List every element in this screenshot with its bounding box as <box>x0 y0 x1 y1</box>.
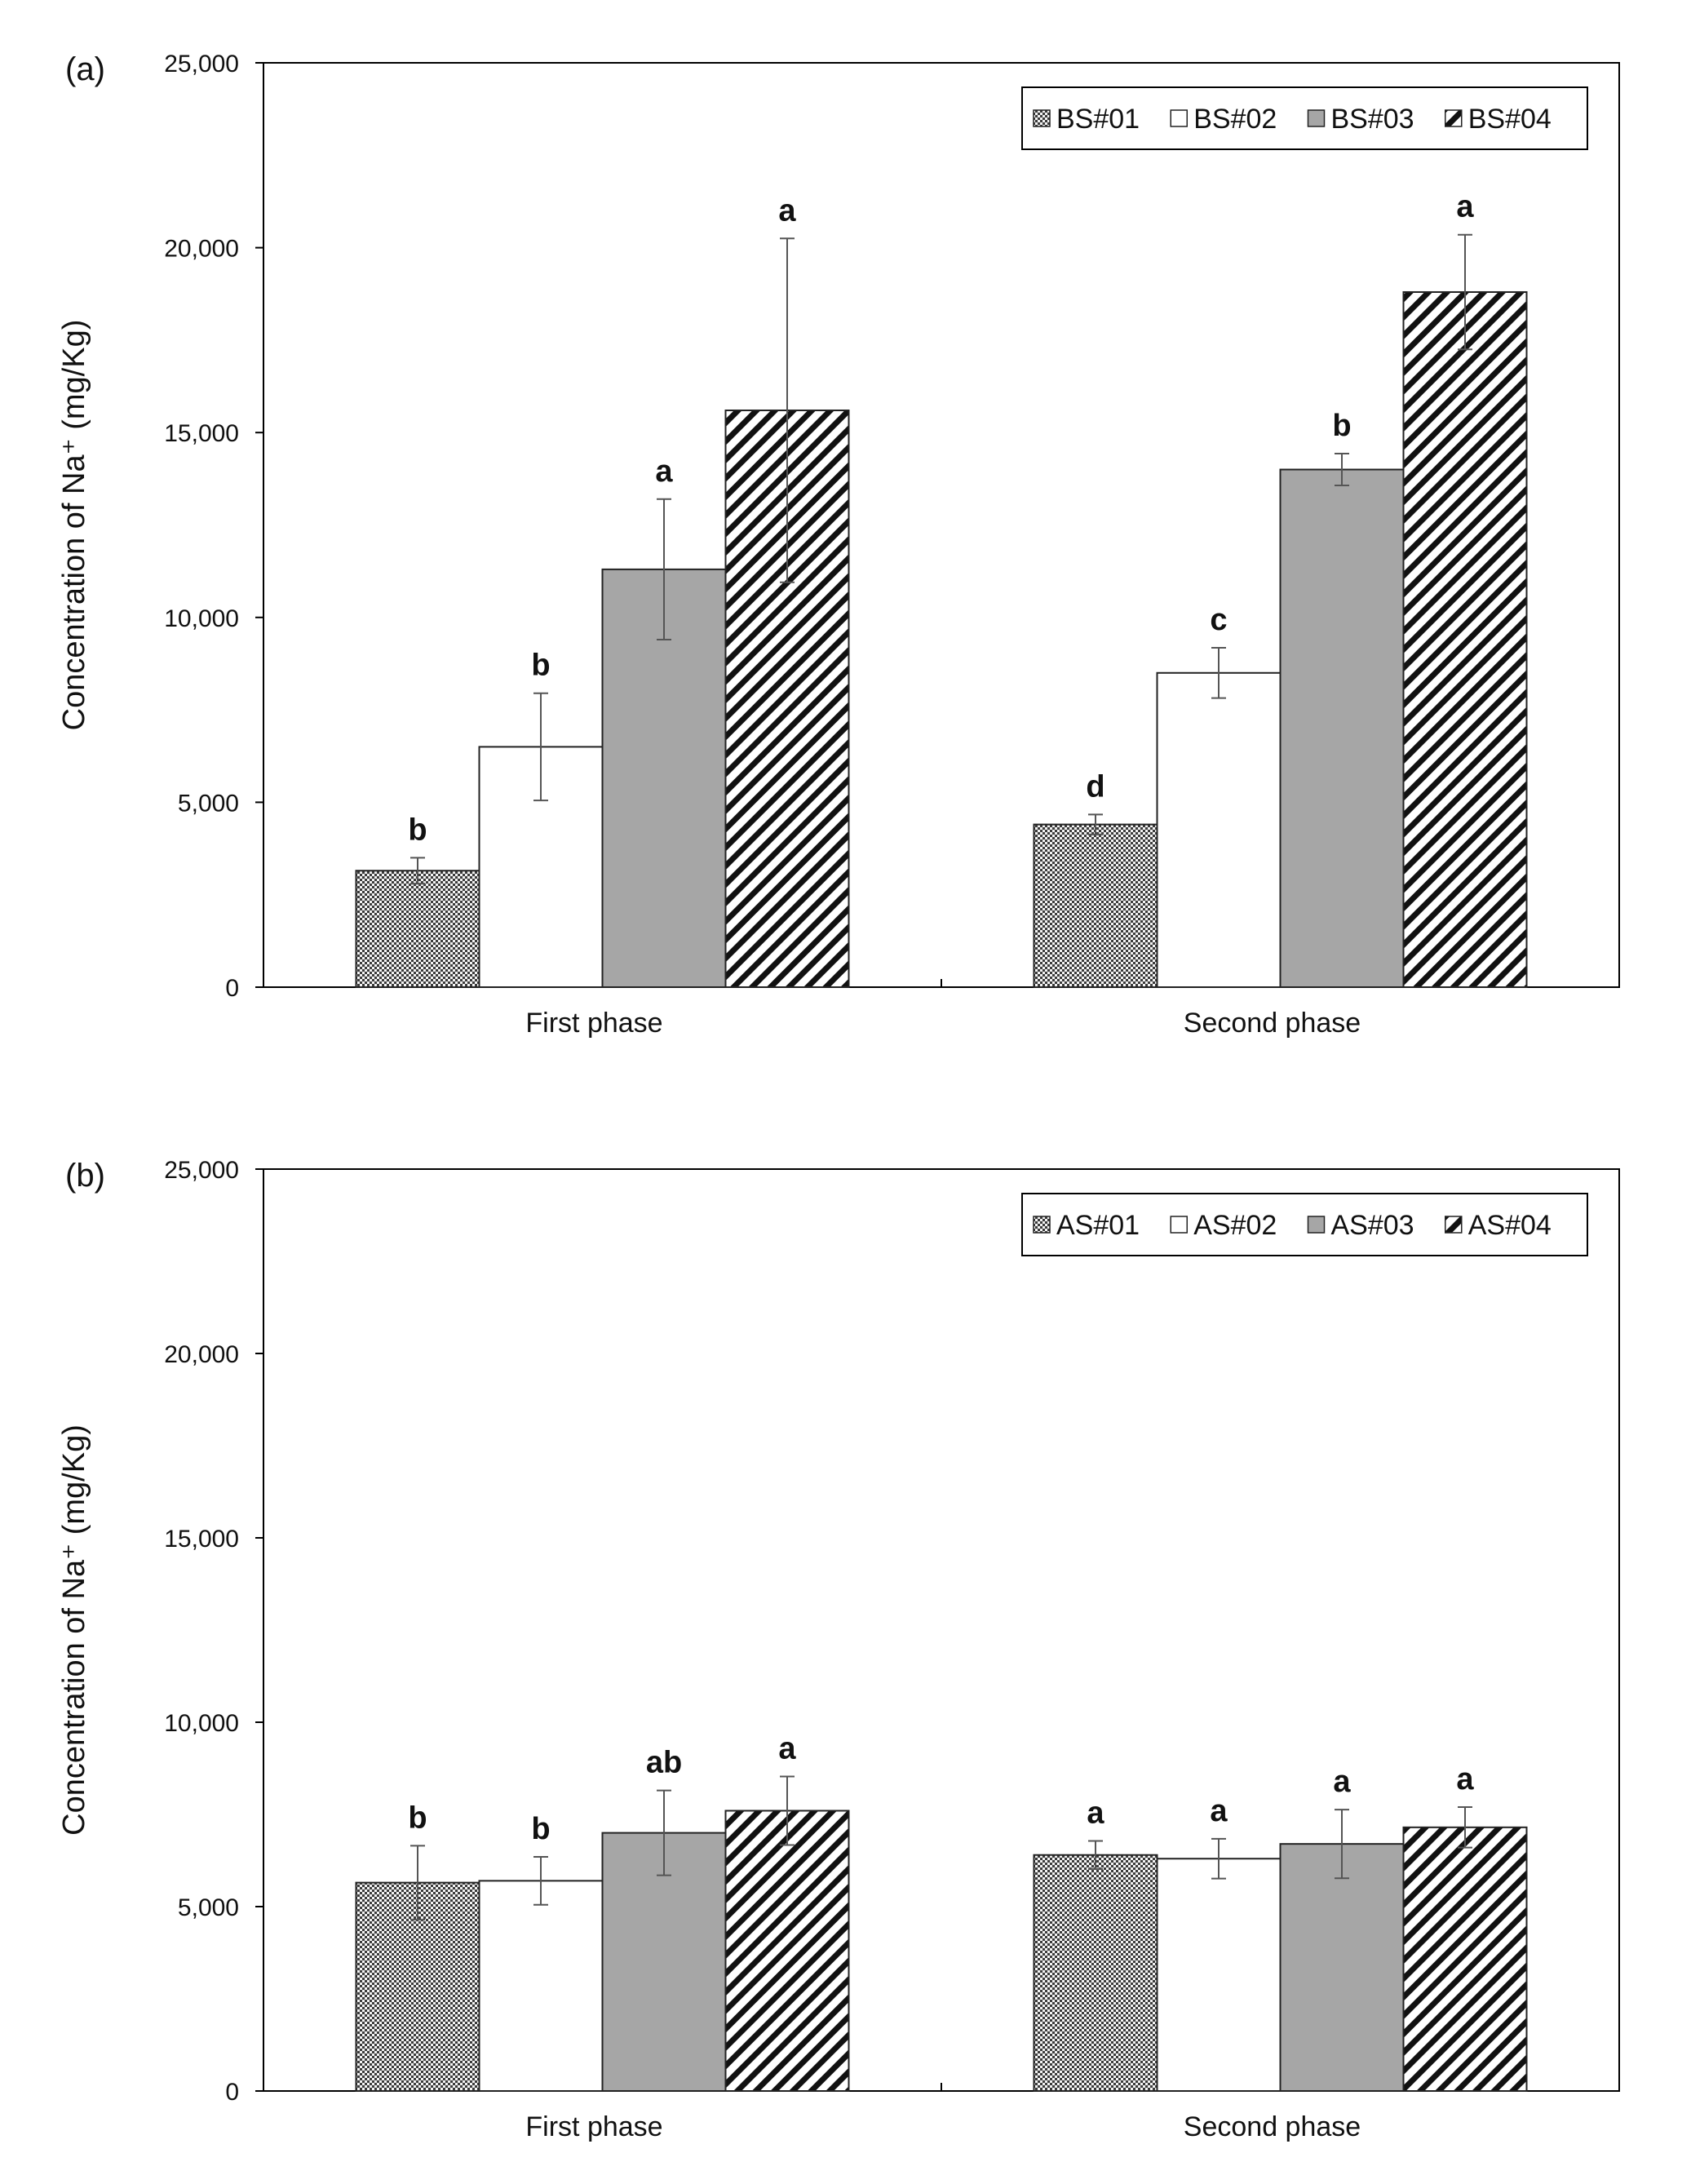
legend-swatch <box>1170 1216 1188 1234</box>
x-tick-label: Second phase <box>1184 1008 1361 1039</box>
legend-label: BS#04 <box>1468 104 1552 135</box>
bar <box>1279 1843 1405 2092</box>
legend-box <box>1021 86 1588 150</box>
y-tick-label: 10,000 <box>164 1710 239 1737</box>
y-tick-label: 25,000 <box>164 51 239 78</box>
significance-letter: c <box>1210 603 1227 637</box>
bar <box>1402 290 1528 988</box>
legend-swatch <box>1033 1216 1051 1234</box>
legend-label: AS#04 <box>1468 1210 1552 1241</box>
panel-label: (a) <box>65 51 105 87</box>
bar <box>1033 823 1158 988</box>
legend-swatch <box>1033 109 1051 127</box>
significance-letter: a <box>655 454 673 489</box>
legend-label: BS#01 <box>1056 104 1140 135</box>
significance-letter: a <box>778 193 796 228</box>
chart-panel-b: (b) 0 5,000 10,000 15,000 20,000 25,000 Concent… <box>57 1157 1620 2142</box>
x-tick-label: Second phase <box>1184 2111 1361 2142</box>
y-tick-label: 0 <box>225 2079 239 2106</box>
y-tick-label: 10,000 <box>164 605 239 632</box>
bar <box>355 870 480 988</box>
y-tick-label: 20,000 <box>164 236 239 263</box>
y-tick-label: 5,000 <box>178 1894 239 1921</box>
significance-letter: a <box>1087 1796 1104 1831</box>
x-tick-label: First phase <box>525 1008 662 1039</box>
bar <box>1279 468 1405 988</box>
y-axis-label: Concentration of Na⁺ (mg/Kg) <box>57 320 91 731</box>
significance-letter: a <box>1210 1794 1228 1828</box>
y-tick-label: 0 <box>225 975 239 1002</box>
legend-box <box>1021 1193 1588 1256</box>
legend-label: BS#02 <box>1193 104 1277 135</box>
chart-panel-a: (a) 0 5,000 10,000 15,000 20,000 25,000 Concent… <box>57 51 1620 1039</box>
legend-label: AS#01 <box>1056 1210 1140 1241</box>
bar <box>601 568 727 988</box>
significance-letter: d <box>1086 769 1104 804</box>
significance-letter: a <box>1456 190 1474 224</box>
bar <box>478 1880 604 2093</box>
significance-letter: b <box>408 813 427 847</box>
panel-label: (b) <box>65 1158 105 1194</box>
significance-letter: a <box>1456 1762 1474 1796</box>
legend-label: BS#03 <box>1331 104 1414 135</box>
bar <box>1033 1854 1158 2092</box>
y-tick-label: 20,000 <box>164 1341 239 1368</box>
significance-letter: b <box>408 1801 427 1835</box>
y-axis-label: Concentration of Na⁺ (mg/Kg) <box>57 1424 91 1836</box>
legend-swatch <box>1445 1216 1463 1234</box>
legend-swatch <box>1307 109 1326 127</box>
significance-letter: a <box>1333 1765 1351 1799</box>
bar <box>724 1810 850 2092</box>
y-tick-label: 25,000 <box>164 1157 239 1184</box>
legend-swatch <box>1307 1216 1326 1234</box>
legend-label: AS#02 <box>1193 1210 1277 1241</box>
significance-letter: ab <box>646 1746 682 1780</box>
bar <box>1156 671 1282 989</box>
legend-label: AS#03 <box>1331 1210 1414 1241</box>
legend: BS#01 BS#02 BS#03 BS#04 <box>1021 86 1588 150</box>
bar <box>1402 1826 1528 2093</box>
bar <box>1156 1858 1282 2092</box>
significance-letter: b <box>531 1812 550 1846</box>
y-tick-label: 15,000 <box>164 420 239 447</box>
legend-swatch <box>1170 109 1188 127</box>
significance-letter: b <box>531 649 550 683</box>
significance-letter: a <box>778 1731 796 1765</box>
legend: AS#01 AS#02 AS#03 AS#04 <box>1021 1193 1588 1256</box>
x-tick-label: First phase <box>525 2111 662 2142</box>
significance-letter: b <box>1332 409 1351 443</box>
y-tick-label: 5,000 <box>178 790 239 817</box>
legend-swatch <box>1445 109 1463 127</box>
y-tick-label: 15,000 <box>164 1526 239 1553</box>
